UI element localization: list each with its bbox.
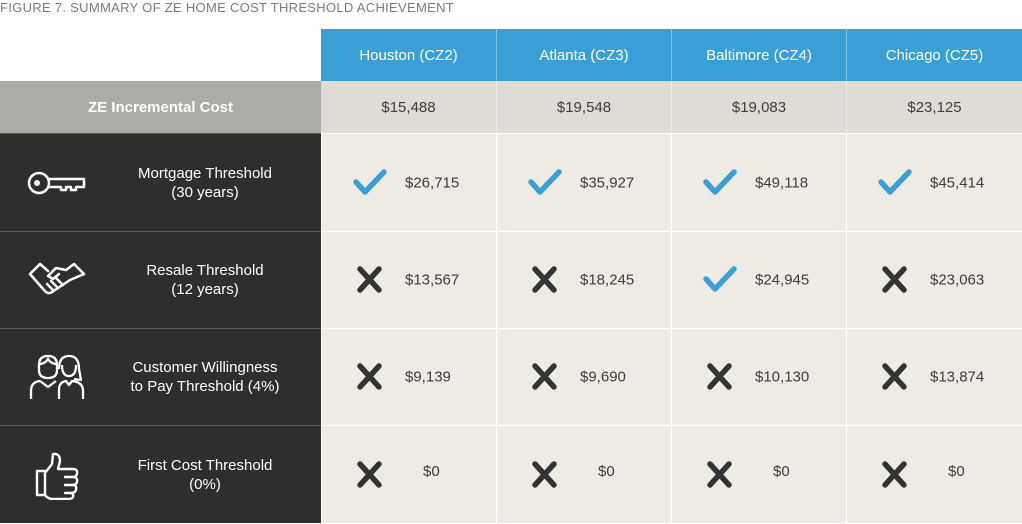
- row-label-line1: Customer Willingness: [132, 359, 278, 376]
- row-label-mortgage: Mortgage Threshold (30 years): [0, 133, 321, 231]
- row-label-line1: Resale Threshold: [146, 262, 264, 279]
- incremental-cost-chicago: $23,125: [846, 81, 1022, 133]
- cross-icon: [703, 362, 737, 392]
- handshake-icon: [26, 253, 88, 307]
- cross-icon: [353, 362, 387, 392]
- row-label-line2: to Pay Threshold (4%): [130, 378, 280, 395]
- figure-title: FIGURE 7. SUMMARY OF ZE HOME COST THRESH…: [0, 0, 454, 15]
- row-label-line2: (12 years): [171, 281, 239, 298]
- column-header-baltimore: Baltimore (CZ4): [671, 29, 846, 81]
- table-cell: $45,414: [846, 133, 1022, 231]
- threshold-value: $13,874: [930, 368, 985, 386]
- table-cell: $49,118: [671, 133, 846, 231]
- table-cell: $0: [671, 425, 846, 523]
- table-cell: $0: [321, 425, 496, 523]
- row-label-resale: Resale Threshold (12 years): [0, 231, 321, 328]
- table-cell: $9,139: [321, 328, 496, 425]
- cross-icon: [528, 460, 562, 490]
- key-icon: [26, 156, 88, 210]
- incremental-cost-label: ZE Incremental Cost: [0, 81, 321, 133]
- cross-icon: [353, 460, 387, 490]
- threshold-value: $0: [773, 462, 790, 480]
- table-cell: $9,690: [496, 328, 671, 425]
- row-label-line2: (30 years): [171, 183, 239, 201]
- table-cell: $26,715: [321, 133, 496, 231]
- column-header-houston: Houston (CZ2): [321, 29, 496, 81]
- row-label-line2: (0%): [189, 475, 221, 493]
- threshold-value: $49,118: [755, 174, 809, 191]
- check-icon: [528, 168, 562, 198]
- incremental-cost-baltimore: $19,083: [671, 81, 846, 133]
- threshold-value: $10,130: [755, 368, 810, 386]
- threshold-value: $26,715: [405, 174, 460, 191]
- column-header-atlanta: Atlanta (CZ3): [496, 29, 671, 81]
- cross-icon: [703, 460, 737, 490]
- table-cell: $23,063: [846, 231, 1022, 328]
- threshold-value: $13,567: [405, 271, 460, 289]
- cross-icon: [528, 265, 562, 295]
- table-cell: $0: [496, 425, 671, 523]
- threshold-value: $23,063: [930, 271, 985, 289]
- cross-icon: [878, 362, 912, 392]
- row-label-first-cost: First Cost Threshold (0%): [0, 425, 321, 523]
- customers-icon: [26, 350, 88, 404]
- table-cell: $0: [846, 425, 1022, 523]
- threshold-value: $45,414: [930, 174, 985, 191]
- table-cell: $18,245: [496, 231, 671, 328]
- threshold-value: $9,690: [580, 368, 626, 386]
- incremental-cost-atlanta: $19,548: [496, 81, 671, 133]
- cross-icon: [878, 265, 912, 295]
- check-icon: [703, 265, 737, 295]
- thumbs-up-icon: [26, 448, 88, 502]
- threshold-value: $9,139: [405, 368, 451, 386]
- cross-icon: [878, 460, 912, 490]
- table-cell: $13,874: [846, 328, 1022, 425]
- incremental-cost-houston: $15,488: [321, 81, 496, 133]
- cross-icon: [528, 362, 562, 392]
- row-label-line1: Mortgage Threshold: [138, 164, 272, 182]
- threshold-value: $35,927: [580, 174, 635, 191]
- check-icon: [703, 168, 737, 198]
- table-corner: [0, 29, 321, 81]
- threshold-value: $24,945: [755, 271, 810, 289]
- check-icon: [353, 168, 387, 198]
- table-cell: $24,945: [671, 231, 846, 328]
- row-label-line1: First Cost Threshold: [137, 456, 273, 474]
- threshold-value: $0: [948, 462, 965, 480]
- row-label-customer-willingness: Customer Willingness to Pay Threshold (4…: [0, 328, 321, 425]
- check-icon: [878, 168, 912, 198]
- table-cell: $35,927: [496, 133, 671, 231]
- threshold-value: $0: [423, 462, 440, 480]
- threshold-value: $18,245: [580, 271, 635, 289]
- column-header-chicago: Chicago (CZ5): [846, 29, 1022, 81]
- threshold-value: $0: [598, 462, 615, 480]
- threshold-table: Houston (CZ2) Atlanta (CZ3) Baltimore (C…: [0, 29, 1022, 524]
- cross-icon: [353, 265, 387, 295]
- table-cell: $10,130: [671, 328, 846, 425]
- table-cell: $13,567: [321, 231, 496, 328]
